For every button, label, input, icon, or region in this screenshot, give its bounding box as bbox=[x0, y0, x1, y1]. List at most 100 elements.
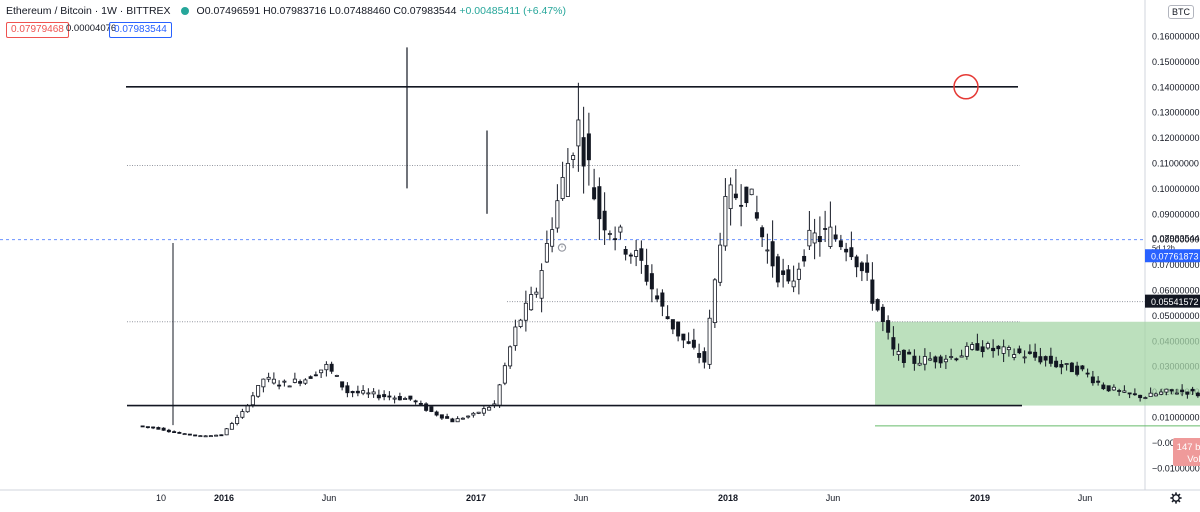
candle-body bbox=[571, 155, 576, 160]
candle-body bbox=[1153, 393, 1158, 397]
x-tick-label: 2016 bbox=[214, 493, 234, 503]
x-tick-label: 10 bbox=[156, 493, 166, 503]
candle-body bbox=[592, 187, 597, 200]
candle-body bbox=[439, 414, 444, 419]
y-tick-label: 0.13000000 bbox=[1152, 108, 1200, 118]
candle-body bbox=[1164, 388, 1169, 393]
buy-price-button[interactable]: 0.07983544 bbox=[109, 22, 172, 38]
candle-body bbox=[739, 204, 744, 207]
candle-body bbox=[151, 426, 156, 429]
candle-body bbox=[718, 244, 723, 283]
y-tick-label: 0.09000000 bbox=[1152, 209, 1200, 219]
candle-body bbox=[208, 435, 213, 438]
candle-body bbox=[177, 431, 182, 434]
candle-body bbox=[413, 400, 418, 403]
candle-body bbox=[933, 356, 938, 363]
close-label: C bbox=[393, 5, 401, 17]
candle-body bbox=[786, 269, 791, 282]
candle-body bbox=[324, 363, 329, 371]
candle-body bbox=[271, 378, 276, 384]
candle-body bbox=[224, 428, 229, 436]
settings-gear-icon[interactable] bbox=[1170, 492, 1182, 504]
candle-body bbox=[550, 229, 555, 247]
candle-body bbox=[576, 119, 581, 147]
candle-body bbox=[964, 345, 969, 357]
candle-body bbox=[686, 341, 691, 344]
candle-body bbox=[560, 176, 565, 199]
candle-body bbox=[1106, 385, 1111, 392]
symbol-title[interactable]: Ethereum / Bitcoin · 1W · BITTREX bbox=[6, 5, 171, 17]
candle-body bbox=[991, 347, 996, 352]
candle-body bbox=[928, 358, 933, 361]
candle-body bbox=[1096, 380, 1101, 383]
candle-body bbox=[434, 411, 439, 416]
candle-body bbox=[912, 355, 917, 364]
sell-price-button[interactable]: 0.07979468 bbox=[6, 22, 69, 38]
candle-body bbox=[1069, 362, 1074, 373]
candle-body bbox=[565, 162, 570, 197]
candle-body bbox=[424, 403, 429, 411]
candle-body bbox=[891, 337, 896, 350]
y-tick-label: 0.06000000 bbox=[1152, 286, 1200, 296]
candle-body bbox=[156, 427, 161, 430]
candle-body bbox=[187, 433, 192, 436]
candle-body bbox=[518, 319, 523, 327]
candle-body bbox=[429, 406, 434, 412]
candle-body bbox=[1127, 392, 1132, 395]
candle-body bbox=[970, 344, 975, 350]
y-tick-label: 0.10000000 bbox=[1152, 184, 1200, 194]
candle-body bbox=[340, 381, 345, 388]
candle-body bbox=[833, 234, 838, 240]
last-price-label: 0.07983544 bbox=[1152, 234, 1200, 244]
candle-body bbox=[250, 395, 255, 406]
candle-body bbox=[1038, 356, 1043, 363]
candle-body bbox=[670, 319, 675, 330]
candle-body bbox=[555, 200, 560, 229]
candle-body bbox=[901, 349, 906, 363]
candle-body bbox=[802, 255, 807, 262]
candle-body bbox=[445, 416, 450, 419]
candle-body bbox=[418, 403, 423, 405]
candle-body bbox=[1080, 365, 1085, 370]
candle-body bbox=[870, 279, 875, 304]
candle-body bbox=[303, 379, 308, 384]
candle-body bbox=[502, 365, 507, 384]
candle-body bbox=[1001, 346, 1006, 354]
candle-body bbox=[865, 262, 870, 273]
candle-body bbox=[607, 233, 612, 235]
high-label: H bbox=[263, 5, 271, 17]
candle-body bbox=[455, 418, 460, 423]
candle-body bbox=[707, 317, 712, 365]
candle-body bbox=[796, 268, 801, 280]
open-value: 0.07496591 bbox=[204, 5, 261, 17]
symbol-legend: Ethereum / Bitcoin · 1W · BITTREX O0.0749… bbox=[6, 5, 566, 17]
candle-body bbox=[1111, 386, 1116, 391]
countdown-label: 5d 12h bbox=[1152, 244, 1175, 253]
candle-body bbox=[691, 339, 696, 348]
candle-body bbox=[408, 395, 413, 400]
close-value: 0.07983544 bbox=[400, 5, 457, 17]
candle-body bbox=[329, 363, 334, 372]
candle-body bbox=[193, 434, 198, 437]
candle-body bbox=[581, 137, 586, 167]
y-tick-label: 0.01000000 bbox=[1152, 413, 1200, 423]
candle-body bbox=[880, 306, 885, 322]
measure-bars-text: 147 bars, 1029d bbox=[1177, 442, 1200, 453]
candle-body bbox=[345, 385, 350, 394]
candle-body bbox=[355, 390, 360, 394]
candle-body bbox=[823, 228, 828, 230]
candle-body bbox=[266, 376, 271, 380]
candle-body bbox=[508, 346, 513, 367]
currency-selector[interactable]: BTC bbox=[1168, 5, 1194, 19]
candle-body bbox=[277, 384, 282, 387]
candle-body bbox=[261, 378, 266, 388]
candle-body bbox=[760, 227, 765, 238]
candle-body bbox=[886, 320, 891, 333]
candle-body bbox=[166, 429, 171, 433]
candle-body bbox=[1043, 356, 1048, 361]
candle-body bbox=[996, 345, 1001, 350]
candle-body bbox=[875, 299, 880, 311]
market-status-icon bbox=[180, 7, 189, 15]
